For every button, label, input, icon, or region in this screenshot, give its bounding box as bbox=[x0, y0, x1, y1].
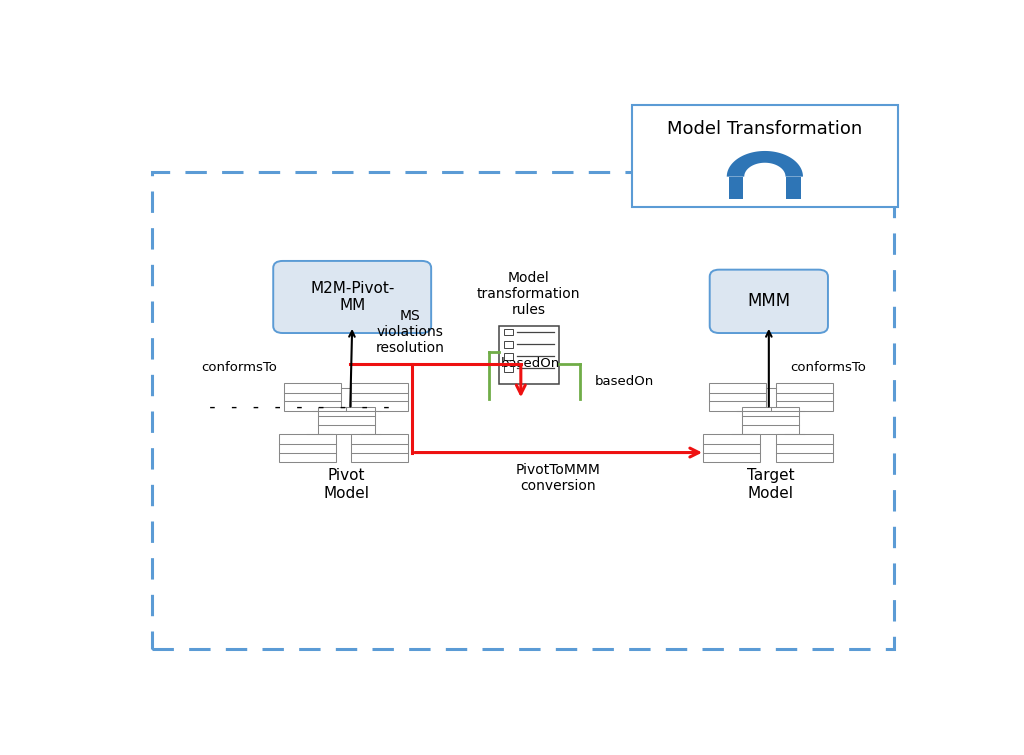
Bar bbox=[317, 406, 375, 434]
Bar bbox=[729, 177, 743, 199]
Polygon shape bbox=[727, 151, 803, 177]
Bar bbox=[285, 383, 341, 411]
Text: Model
transformation
rules: Model transformation rules bbox=[477, 271, 581, 317]
Text: Model Transformation: Model Transformation bbox=[668, 119, 862, 137]
Bar bbox=[742, 406, 800, 434]
Bar bbox=[279, 434, 336, 462]
Bar bbox=[351, 383, 409, 411]
Bar bbox=[351, 434, 409, 462]
Text: - - - - - - - - -: - - - - - - - - - bbox=[207, 399, 392, 417]
Text: conformsTo: conformsTo bbox=[201, 361, 278, 374]
Bar bbox=[786, 177, 801, 199]
Bar bbox=[504, 353, 513, 359]
Text: conformsTo: conformsTo bbox=[791, 361, 866, 374]
Text: M2M-Pivot-
MM: M2M-Pivot- MM bbox=[310, 281, 394, 313]
Bar bbox=[504, 341, 513, 347]
Text: MS
violations
resolution: MS violations resolution bbox=[376, 309, 444, 355]
Text: basedOn: basedOn bbox=[501, 357, 560, 371]
Text: basedOn: basedOn bbox=[595, 375, 654, 388]
FancyBboxPatch shape bbox=[632, 105, 898, 207]
FancyBboxPatch shape bbox=[710, 270, 828, 333]
Text: Target
Model: Target Model bbox=[746, 468, 795, 501]
Bar bbox=[775, 383, 833, 411]
FancyBboxPatch shape bbox=[273, 261, 431, 333]
Bar bbox=[703, 434, 761, 462]
Bar bbox=[499, 326, 558, 384]
Bar bbox=[504, 365, 513, 371]
Text: PivotToMMM
conversion: PivotToMMM conversion bbox=[516, 463, 601, 493]
Bar bbox=[504, 329, 513, 335]
Text: MMM: MMM bbox=[748, 292, 791, 310]
Text: Pivot
Model: Pivot Model bbox=[324, 468, 370, 501]
Bar bbox=[709, 383, 766, 411]
Bar bbox=[775, 434, 833, 462]
